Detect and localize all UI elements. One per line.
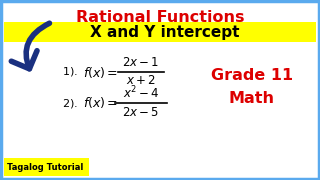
FancyArrowPatch shape bbox=[11, 23, 50, 69]
FancyBboxPatch shape bbox=[4, 158, 89, 176]
Text: $2x-5$: $2x-5$ bbox=[122, 107, 160, 120]
Text: $x+2$: $x+2$ bbox=[126, 75, 156, 87]
FancyBboxPatch shape bbox=[4, 22, 316, 42]
Text: $f(x)=$: $f(x)=$ bbox=[83, 64, 118, 80]
Text: $2x-1$: $2x-1$ bbox=[122, 57, 160, 69]
Text: $2).$: $2).$ bbox=[62, 96, 78, 109]
Text: $f(x)=$: $f(x)=$ bbox=[83, 96, 118, 111]
Text: $x^2-4$: $x^2-4$ bbox=[123, 85, 159, 101]
Text: Grade 11
Math: Grade 11 Math bbox=[211, 68, 293, 106]
Text: X and Y intercept: X and Y intercept bbox=[90, 24, 240, 39]
Text: Tagalog Tutorial: Tagalog Tutorial bbox=[7, 163, 84, 172]
Text: Rational Functions: Rational Functions bbox=[76, 10, 244, 24]
Text: $1).$: $1).$ bbox=[62, 66, 78, 78]
